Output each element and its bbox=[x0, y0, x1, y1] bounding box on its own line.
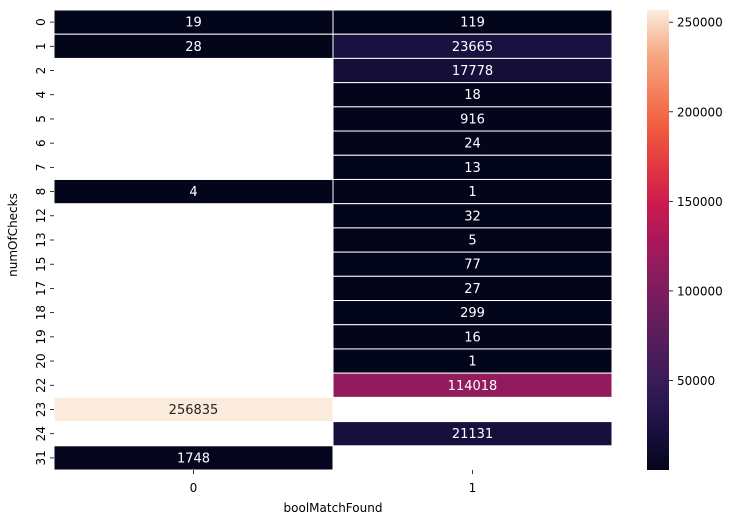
y-tick-label: 7 bbox=[34, 164, 48, 172]
colorbar-tick-label: 50000 bbox=[677, 374, 715, 388]
x-tick-label: 1 bbox=[469, 481, 477, 495]
y-tick-label: 0 bbox=[34, 18, 48, 26]
cell-value-label: 24 bbox=[464, 137, 481, 152]
y-tick-label: 6 bbox=[34, 139, 48, 147]
y-tick-label: 23 bbox=[34, 402, 48, 417]
colorbar-tick-label: 250000 bbox=[677, 16, 723, 30]
y-tick-label: 12 bbox=[34, 208, 48, 223]
cell-value-label: 17778 bbox=[452, 64, 493, 79]
y-tick-label: 19 bbox=[34, 329, 48, 344]
cell-value-label: 23665 bbox=[452, 40, 493, 55]
y-tick-label: 22 bbox=[34, 378, 48, 393]
cell-labels-layer: 19 119 28 23665 17778 18 916 24 13 4 1 32 5 77 27 299 16… bbox=[169, 16, 498, 467]
colorbar-tick-label: 200000 bbox=[677, 105, 723, 119]
colorbar-gradient bbox=[647, 10, 669, 470]
colorbar: 50000 100000 150000 200000 250000 bbox=[647, 10, 723, 470]
cell-value-label: 28 bbox=[185, 40, 202, 55]
cell-value-label: 114018 bbox=[448, 379, 498, 394]
cell-value-label: 1748 bbox=[177, 451, 210, 466]
y-tick-label: 24 bbox=[34, 426, 48, 441]
heatmap-cell bbox=[53, 178, 334, 205]
heatmap-cell bbox=[332, 421, 613, 447]
heatmap-cell bbox=[332, 251, 613, 277]
y-tick-label: 20 bbox=[34, 353, 48, 368]
y-axis-label: numOfChecks bbox=[6, 193, 20, 277]
cells-layer bbox=[53, 9, 613, 471]
y-tick-label: 8 bbox=[34, 188, 48, 196]
cell-value-label: 299 bbox=[460, 306, 485, 321]
heatmap-cell bbox=[332, 324, 613, 350]
cell-value-label: 1 bbox=[468, 355, 476, 370]
y-tick-label: 17 bbox=[34, 281, 48, 296]
heatmap-cell bbox=[332, 178, 613, 205]
cell-value-label: 1 bbox=[468, 185, 476, 200]
y-tick-label: 13 bbox=[34, 232, 48, 247]
cell-value-label: 18 bbox=[464, 88, 481, 103]
cell-value-label: 5 bbox=[468, 234, 476, 249]
x-tick-label: 0 bbox=[190, 481, 198, 495]
cell-value-label: 77 bbox=[464, 258, 481, 273]
heatmap-cell bbox=[332, 300, 613, 326]
y-tick-label: 2 bbox=[34, 67, 48, 75]
y-tick-label: 5 bbox=[34, 115, 48, 123]
y-tick-label: 31 bbox=[34, 450, 48, 465]
y-tick-label: 15 bbox=[34, 257, 48, 272]
colorbar-tick-label: 100000 bbox=[677, 284, 723, 298]
heatmap-cell bbox=[332, 203, 613, 229]
heatmap-cell bbox=[53, 33, 334, 59]
heatmap-cell bbox=[332, 372, 613, 398]
cell-value-label: 19 bbox=[185, 16, 202, 31]
y-tick-label: 4 bbox=[34, 91, 48, 99]
heatmap-cell bbox=[53, 9, 334, 35]
heatmap-cell bbox=[332, 348, 613, 374]
cell-value-label: 21131 bbox=[452, 427, 493, 442]
cell-value-label: 256835 bbox=[169, 403, 219, 418]
heatmap-cell bbox=[332, 33, 613, 59]
cell-value-label: 32 bbox=[464, 209, 481, 224]
heatmap-cell bbox=[332, 130, 613, 156]
cell-value-label: 4 bbox=[189, 185, 197, 200]
heatmap-cell bbox=[332, 9, 613, 35]
cell-value-label: 119 bbox=[460, 16, 485, 31]
y-tick-label: 18 bbox=[34, 305, 48, 320]
x-axis-label: boolMatchFound bbox=[284, 501, 383, 515]
colorbar-tick-label: 150000 bbox=[677, 195, 723, 209]
cell-value-label: 16 bbox=[464, 330, 481, 345]
heatmap-cell bbox=[53, 396, 334, 423]
y-tick-label: 1 bbox=[34, 42, 48, 50]
cell-value-label: 13 bbox=[464, 161, 481, 176]
heatmap-cell bbox=[53, 445, 334, 471]
cell-value-label: 916 bbox=[460, 112, 485, 127]
heatmap-cell bbox=[332, 82, 613, 108]
cell-value-label: 27 bbox=[464, 282, 481, 297]
